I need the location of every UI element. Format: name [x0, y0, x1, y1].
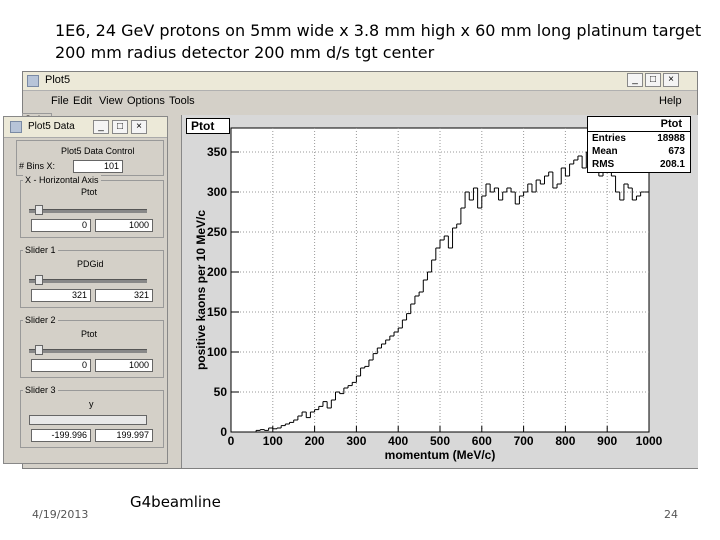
x-tick-label: 200	[305, 434, 325, 448]
slider-1-min-input[interactable]: 321	[31, 289, 91, 302]
x-tick-labels: 0 100 200 300 400 500 600 700 800 900 1000	[228, 426, 663, 448]
x-min-input[interactable]: 0	[31, 219, 91, 232]
slider-3-variable: y	[89, 399, 94, 409]
x-axis-slider-track[interactable]	[29, 209, 147, 213]
slider-2-group: Slider 2 Ptot 0 1000	[20, 315, 164, 378]
bins-input[interactable]: 101	[73, 160, 123, 173]
footer-label: G4beamline	[130, 493, 221, 511]
y-tick-label: 50	[214, 385, 228, 399]
data-window-title: Plot5 Data	[28, 121, 75, 132]
x-axis-slider-thumb[interactable]	[35, 205, 43, 215]
x-axis-group-label: X - Horizontal Axis	[23, 175, 101, 185]
minimize-button[interactable]: _	[627, 73, 643, 87]
x-tick-label: 300	[346, 434, 366, 448]
plot5-data-window: Plot5 Data _ □ × Plot5 Data Control # Bi…	[3, 116, 168, 464]
x-tick-label: 500	[430, 434, 450, 448]
slider-3-max-input[interactable]: 199.997	[95, 429, 153, 442]
slide-title-line-2: 200 mm radius detector 200 mm d/s tgt ce…	[55, 43, 435, 62]
y-tick-label: 250	[207, 225, 227, 239]
footer-date: 4/19/2013	[32, 508, 89, 521]
slider-2-variable: Ptot	[81, 329, 98, 339]
app-icon	[27, 75, 39, 87]
window-title: Plot5	[45, 74, 71, 86]
slider-2-thumb[interactable]	[35, 345, 43, 355]
slider-2-max-input[interactable]: 1000	[95, 359, 153, 372]
y-axis-label: positive kaons per 10 MeV/c	[194, 210, 208, 370]
menu-file[interactable]: File	[51, 95, 69, 107]
menu-options[interactable]: Options	[127, 95, 165, 107]
y-tick-labels: 0 50 100 150 200 250 300 350	[207, 145, 239, 439]
x-tick-label: 1000	[636, 434, 663, 448]
histogram-title-box: Ptot	[186, 118, 230, 134]
y-tick-label: 0	[220, 425, 227, 439]
y-tick-label: 200	[207, 265, 227, 279]
x-tick-label: 900	[597, 434, 617, 448]
page-number: 24	[664, 508, 678, 521]
data-minimize-button[interactable]: _	[93, 120, 109, 134]
menu-view[interactable]: View	[99, 95, 123, 107]
slider-1-group: Slider 1 PDGid 321 321	[20, 245, 164, 308]
grid-lines	[231, 128, 649, 432]
plot-area	[230, 127, 650, 433]
x-axis-variable: Ptot	[81, 187, 98, 197]
y-tick-label: 350	[207, 145, 227, 159]
x-axis-label: momentum (MeV/c)	[385, 448, 496, 462]
bins-label: # Bins X:	[19, 161, 56, 171]
slider-1-thumb[interactable]	[35, 275, 43, 285]
close-button[interactable]: ×	[663, 73, 679, 87]
y-tick-label: 100	[207, 345, 227, 359]
slider-2-min-input[interactable]: 0	[31, 359, 91, 372]
data-close-button[interactable]: ×	[131, 120, 147, 134]
maximize-button[interactable]: □	[645, 73, 661, 87]
x-tick-label: 600	[472, 434, 492, 448]
stats-row-entries: Entries 18988	[592, 132, 685, 145]
slider-1-track[interactable]	[29, 279, 147, 283]
stats-box: Ptot Entries 18988 Mean 673 RMS 208.1	[587, 116, 691, 173]
y-tick-label: 150	[207, 305, 227, 319]
slide-title-line-1: 1E6, 24 GeV protons on 5mm wide x 3.8 mm…	[55, 21, 702, 40]
x-tick-label: 800	[555, 434, 575, 448]
stats-mean-label: Mean	[592, 146, 618, 157]
menu-help[interactable]: Help	[659, 95, 682, 107]
plot5-titlebar: Plot5 _ □ ×	[23, 72, 697, 91]
x-tick-label: 400	[388, 434, 408, 448]
x-tick-label: 100	[263, 434, 283, 448]
slider-2-track[interactable]	[29, 349, 147, 353]
slider-3-label: Slider 3	[23, 385, 58, 395]
slide-title: 1E6, 24 GeV protons on 5mm wide x 3.8 mm…	[55, 20, 701, 64]
stats-mean-value: 673	[668, 146, 685, 157]
data-window-titlebar: Plot5 Data _ □ ×	[4, 117, 167, 138]
data-window-icon	[10, 121, 22, 133]
x-axis-group: X - Horizontal Axis Ptot 0 1000	[20, 175, 164, 238]
slider-1-max-input[interactable]: 321	[95, 289, 153, 302]
stats-rms-label: RMS	[592, 159, 615, 170]
x-tick-label: 700	[514, 434, 534, 448]
data-control-title: Plot5 Data Control	[61, 146, 135, 156]
slider-1-variable: PDGid	[77, 259, 104, 269]
slider-2-label: Slider 2	[23, 315, 58, 325]
x-max-input[interactable]: 1000	[95, 219, 153, 232]
stats-entries-value: 18988	[657, 133, 685, 144]
data-maximize-button[interactable]: □	[112, 120, 128, 134]
slider-1-label: Slider 1	[23, 245, 58, 255]
menu-bar: File Edit View Options Tools	[23, 93, 697, 111]
stats-row-rms: RMS 208.1	[592, 158, 685, 171]
slider-3-thumb[interactable]	[29, 415, 147, 425]
stats-entries-label: Entries	[592, 133, 626, 144]
slider-3-min-input[interactable]: -199.996	[31, 429, 91, 442]
stats-rms-value: 208.1	[659, 159, 685, 170]
menu-edit[interactable]: Edit	[73, 95, 92, 107]
stats-row-mean: Mean 673	[592, 145, 685, 158]
menu-tools[interactable]: Tools	[169, 95, 195, 107]
y-tick-label: 300	[207, 185, 227, 199]
stats-title: Ptot	[588, 117, 690, 132]
x-tick-label: 0	[228, 434, 235, 448]
slider-3-group: Slider 3 y -199.996 199.997	[20, 385, 164, 448]
